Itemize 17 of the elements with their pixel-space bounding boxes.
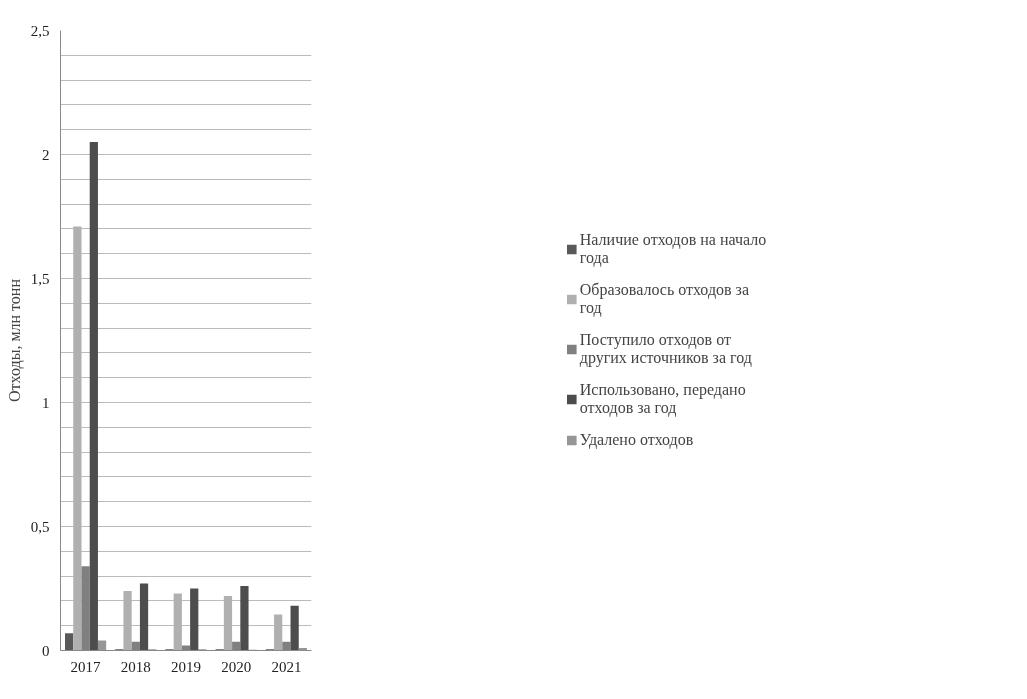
x-tick-label: 2021: [271, 658, 302, 675]
x-tick-label: 2019: [171, 658, 201, 675]
y-tick-label: 2: [42, 146, 50, 163]
x-tick-label: 2020: [221, 658, 252, 675]
x-tick-label: 2017: [70, 658, 102, 675]
y-tick-label: 0,5: [30, 518, 50, 535]
y-tick-label: 0: [42, 642, 50, 659]
y-tick-label: 1: [42, 394, 50, 411]
legend-label: Использовано, передано отходов за год: [579, 381, 746, 417]
y-tick-label: 1,5: [30, 270, 50, 287]
legend-label: Образовалось отходов за год: [579, 281, 750, 317]
y-axis-title: Отходы, млн тонн: [5, 278, 24, 402]
legend-label: Удалено отходов: [579, 431, 694, 449]
legend-label: Наличие отходов на начало года: [579, 231, 767, 267]
x-tick-label: 2018: [120, 658, 151, 675]
legend-label: Поступило отходов от других источников за год: [579, 331, 752, 367]
y-tick-label: 2,5: [30, 22, 50, 39]
